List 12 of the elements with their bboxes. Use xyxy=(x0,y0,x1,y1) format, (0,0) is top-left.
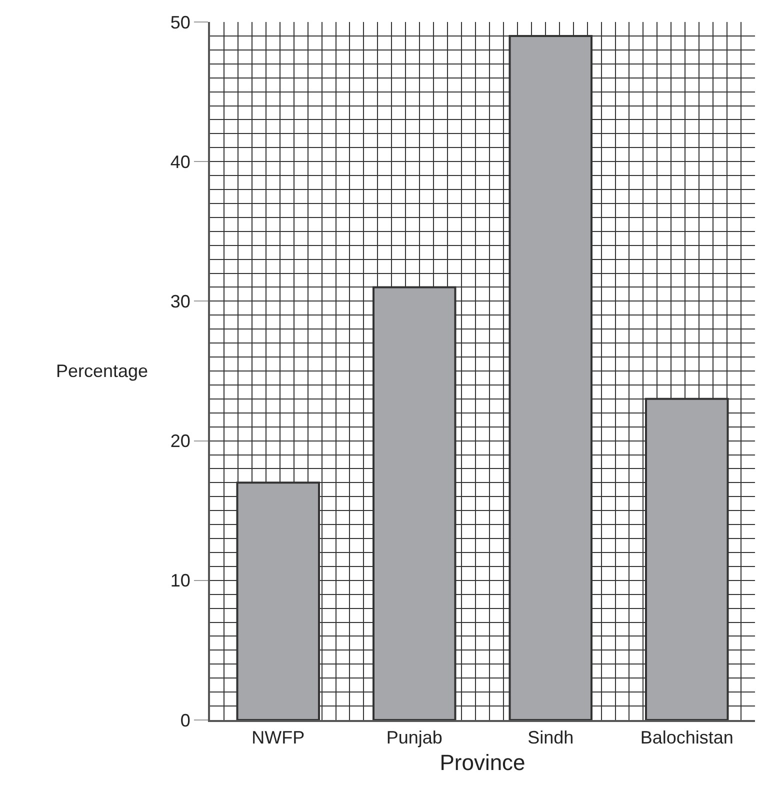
y-tick-label: 10 xyxy=(170,570,190,591)
x-axis-title: Province xyxy=(440,750,526,775)
y-tick-label: 50 xyxy=(170,12,190,32)
x-tick-label: Balochistan xyxy=(640,728,734,748)
y-tick-label: 20 xyxy=(170,431,190,452)
x-tick-label: Sindh xyxy=(528,728,574,748)
x-tick-label: NWFP xyxy=(252,728,305,748)
x-tick-label: Punjab xyxy=(386,728,442,748)
y-tick-label: 40 xyxy=(170,152,190,172)
y-tick-label: 30 xyxy=(170,292,190,312)
y-axis-title: Percentage xyxy=(56,361,148,381)
y-tick-label: 0 xyxy=(180,710,190,730)
